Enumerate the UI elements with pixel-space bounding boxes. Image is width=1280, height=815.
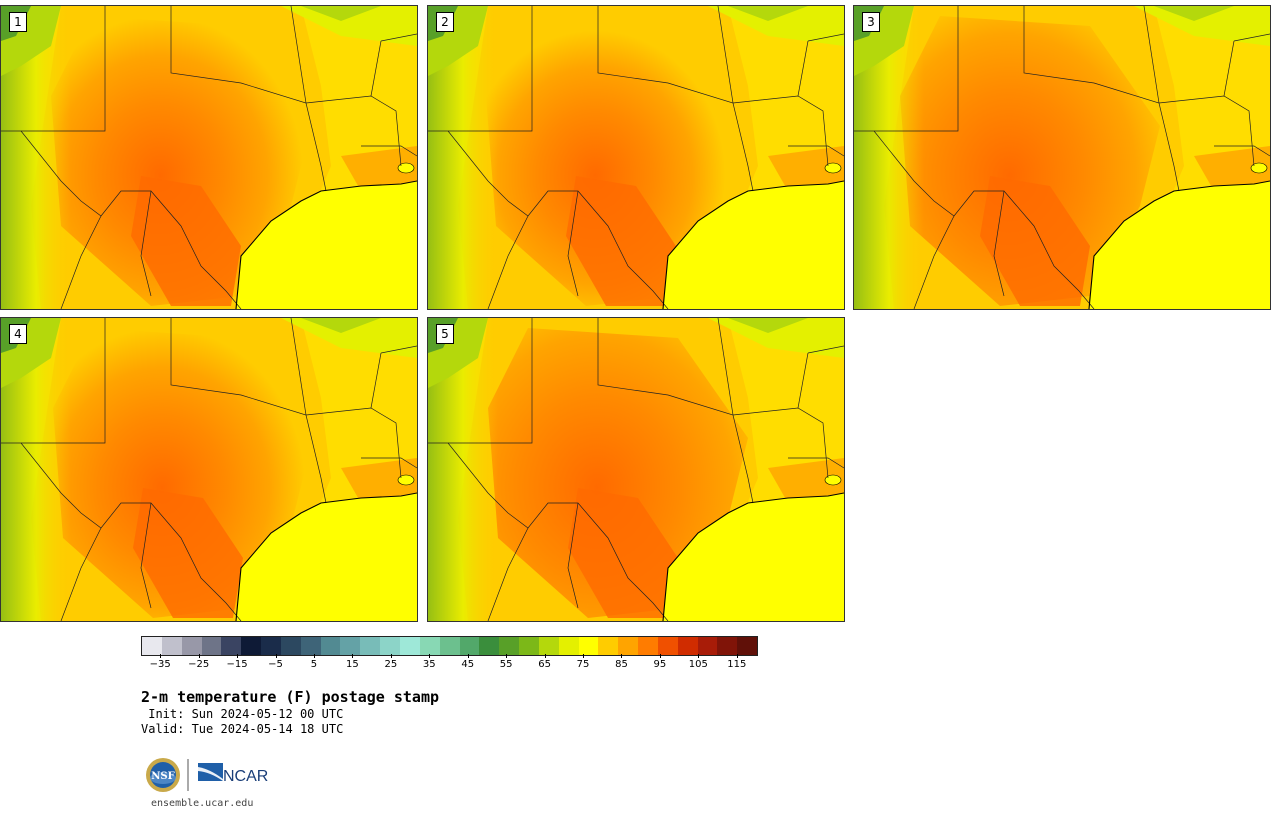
colorbar-bin [300,637,321,655]
colorbar-tick-label: −15 [226,659,248,670]
colorbar-bin [142,637,162,655]
colorbar-tick-label: 25 [384,659,398,670]
colorbar-tick-label: 65 [538,659,551,670]
colorbar-bin [558,637,579,655]
colorbar-tick-label: −35 [149,659,171,670]
colorbar-tick [698,654,700,658]
colorbar-bin [499,637,520,655]
temperature-map [428,318,844,621]
colorbar-tick-label: 15 [346,659,359,670]
temperature-colorbar [141,636,758,656]
valid-time: Valid: Tue 2024-05-14 18 UTC [141,722,344,736]
colorbar-tick [275,654,277,658]
colorbar-tick-label: 95 [653,659,667,670]
init-time: Init: Sun 2024-05-12 00 UTC [141,707,344,721]
colorbar-bin [181,637,202,655]
colorbar-tick [160,654,162,658]
colorbar-bin [717,637,738,655]
colorbar-bin [459,637,480,655]
colorbar-ticks: −35 −25 −15 −5 5 15 25 35 45 55 65 75 85 95 105 115 [141,654,756,674]
panel-number-label: 5 [436,324,454,344]
ncar-text: NCAR [223,768,268,785]
colorbar-bin [380,637,400,655]
colorbar-bin [638,637,658,655]
colorbar-tick-label: 55 [499,659,513,670]
site-url: ensemble.ucar.edu [151,798,254,809]
colorbar-bin [439,637,460,655]
colorbar-tick-label: 5 [310,659,318,670]
colorbar-bin [618,637,639,655]
colorbar-bin [737,637,758,655]
colorbar-bin [221,637,242,655]
colorbar-bin [657,637,678,655]
colorbar-bin [261,637,281,655]
colorbar-bin [280,637,301,655]
colorbar-tick [429,654,431,658]
stamp-panel-2: 2 [427,5,845,310]
colorbar-tick [198,654,200,658]
panel-number-label: 2 [436,12,454,32]
stamp-panel-1: 1 [0,5,418,310]
colorbar-bin [578,637,599,655]
temperature-map [854,6,1270,309]
colorbar-bin [677,637,698,655]
colorbar-bin [320,637,341,655]
colorbar-bin [419,637,440,655]
ncar-logo-icon: NCAR [198,763,268,785]
colorbar-tick-label: 35 [422,659,436,670]
panel-number-label: 1 [9,12,27,32]
colorbar-bin [161,637,182,655]
colorbar-bin [360,637,381,655]
chart-title: 2-m temperature (F) postage stamp [141,688,440,706]
nsf-logo-icon: NSF [146,758,180,792]
colorbar-tick-label: 105 [688,659,708,670]
colorbar-bin [201,637,222,655]
colorbar-bin [598,637,619,655]
stamp-panel-4: 4 [0,317,418,622]
colorbar-tick-label: 75 [576,659,590,670]
temperature-map [1,318,417,621]
colorbar-tick [583,654,585,658]
colorbar-tick [506,654,508,658]
colorbar-bin [241,637,262,655]
stamp-panel-5: 5 [427,317,845,622]
colorbar-bin [479,637,500,655]
colorbar-tick [390,654,392,658]
colorbar-tick [621,654,623,658]
colorbar-bin [697,637,718,655]
colorbar-tick [544,654,546,658]
colorbar-tick [313,654,315,658]
colorbar-tick [237,654,239,658]
colorbar-tick-label: 85 [615,659,628,670]
colorbar-tick-label: 115 [727,659,747,670]
colorbar-bin [340,637,361,655]
stamp-panel-3: 3 [853,5,1271,310]
colorbar-tick [352,654,354,658]
nsf-text: NSF [151,771,174,782]
colorbar-bin [538,637,559,655]
colorbar-tick-label: 45 [461,659,475,670]
temperature-map [1,6,417,309]
panel-number-label: 4 [9,324,27,344]
colorbar-tick [736,654,738,658]
temperature-map [428,6,844,309]
colorbar-bin [399,637,420,655]
colorbar-tick [467,654,469,658]
colorbar-tick [659,654,661,658]
logos: NSF NCAR [145,757,275,793]
panel-number-label: 3 [862,12,880,32]
colorbar-bin [519,637,539,655]
colorbar-tick-label: −25 [188,659,210,670]
colorbar-tick-label: −5 [268,659,283,670]
